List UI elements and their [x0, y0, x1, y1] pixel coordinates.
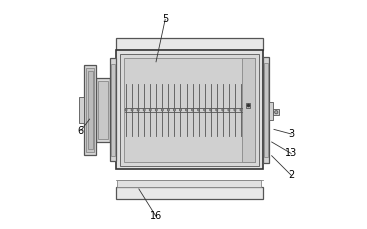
- Bar: [116, 50, 262, 169]
- Text: 13: 13: [285, 148, 297, 158]
- Ellipse shape: [234, 109, 236, 111]
- Bar: [111, 64, 115, 156]
- Bar: [96, 78, 109, 142]
- Bar: [88, 71, 92, 149]
- Ellipse shape: [155, 109, 157, 111]
- Ellipse shape: [240, 109, 242, 111]
- Bar: [98, 81, 108, 139]
- Text: 5: 5: [162, 14, 168, 25]
- Text: 3: 3: [288, 129, 294, 139]
- Ellipse shape: [197, 109, 200, 111]
- Ellipse shape: [210, 109, 212, 111]
- Ellipse shape: [192, 109, 194, 111]
- Bar: [273, 109, 279, 114]
- Text: 6: 6: [78, 125, 84, 136]
- Bar: [79, 97, 84, 123]
- Bar: [86, 68, 94, 152]
- Ellipse shape: [131, 109, 133, 111]
- Ellipse shape: [143, 109, 145, 111]
- Ellipse shape: [216, 109, 218, 111]
- Circle shape: [275, 111, 278, 114]
- Bar: [264, 63, 268, 157]
- Ellipse shape: [228, 109, 230, 111]
- Bar: [242, 58, 255, 162]
- Ellipse shape: [185, 109, 188, 111]
- Ellipse shape: [161, 109, 163, 111]
- Ellipse shape: [149, 109, 151, 111]
- Bar: [116, 38, 262, 50]
- Ellipse shape: [222, 109, 224, 111]
- Ellipse shape: [204, 109, 206, 111]
- Ellipse shape: [125, 109, 127, 111]
- Text: 16: 16: [150, 211, 162, 221]
- Bar: [269, 102, 273, 120]
- Bar: [109, 58, 116, 161]
- Bar: [117, 180, 261, 187]
- Ellipse shape: [167, 109, 170, 111]
- Bar: [117, 50, 261, 57]
- Ellipse shape: [137, 109, 139, 111]
- Bar: [262, 57, 269, 163]
- Bar: [124, 58, 255, 162]
- Bar: [120, 54, 259, 166]
- Ellipse shape: [173, 109, 175, 111]
- Ellipse shape: [179, 109, 182, 111]
- Text: 2: 2: [288, 170, 294, 180]
- Bar: [116, 187, 262, 199]
- Bar: [246, 103, 251, 108]
- Bar: [84, 65, 96, 155]
